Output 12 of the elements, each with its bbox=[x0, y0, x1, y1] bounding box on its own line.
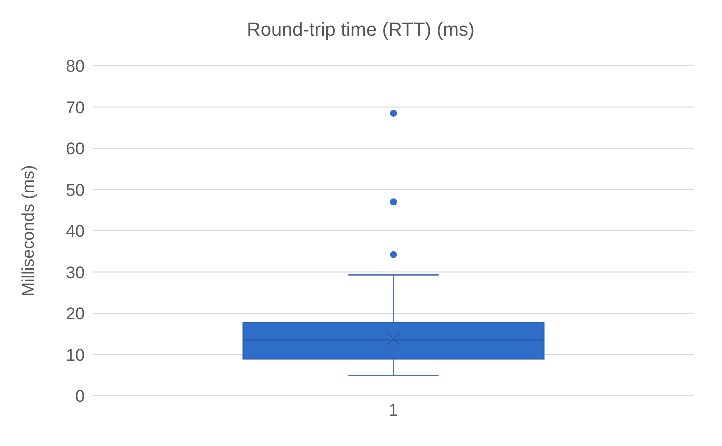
y-tick-label: 20 bbox=[66, 304, 85, 324]
y-tick-label: 80 bbox=[66, 57, 85, 76]
y-tick-label: 70 bbox=[66, 98, 85, 118]
x-tick-label: 1 bbox=[388, 401, 398, 420]
y-tick-label: 0 bbox=[76, 387, 85, 406]
y-axis-title: Milliseconds (ms) bbox=[19, 165, 38, 297]
y-tick-label: 60 bbox=[66, 140, 85, 159]
y-tick-label: 50 bbox=[66, 180, 85, 200]
y-tick-label: 40 bbox=[66, 222, 85, 242]
y-tick-label: 10 bbox=[66, 346, 85, 365]
y-tick-label: 30 bbox=[66, 263, 85, 282]
chart-title: Round-trip time (RTT) (ms) bbox=[246, 19, 476, 43]
